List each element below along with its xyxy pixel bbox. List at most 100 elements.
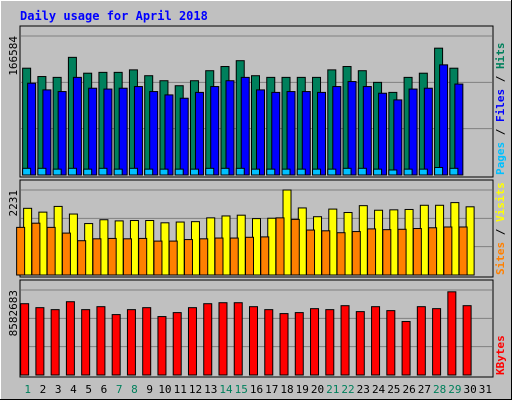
bar-files-day-21 [332, 86, 342, 176]
bar-files-day-10 [164, 94, 174, 176]
bar-kbytes-day-23 [355, 311, 365, 376]
bar-files-day-19 [301, 91, 311, 176]
bar-files-day-11 [179, 97, 189, 176]
legend-separator: / [494, 122, 507, 142]
x-tick-label: 13 [204, 383, 217, 396]
bar-files-day-27 [423, 87, 433, 176]
bar-sites-day-7 [107, 237, 117, 276]
bar-kbytes-day-11 [172, 312, 182, 376]
bar-files-day-17 [271, 91, 281, 176]
bar-sites-day-2 [31, 222, 41, 276]
bar-sites-day-27 [412, 228, 422, 276]
bar-pages-day-10 [159, 168, 169, 176]
bar-kbytes-day-5 [81, 309, 91, 376]
bar-sites-day-15 [229, 237, 239, 276]
bar-files-day-12 [194, 91, 204, 176]
bar-sites-day-5 [77, 240, 87, 276]
bar-files-day-4 [72, 76, 82, 176]
bar-sites-day-24 [367, 228, 377, 276]
bar-kbytes-day-12 [187, 307, 197, 376]
bar-sites-day-13 [199, 238, 209, 276]
max-label: 2231 [7, 190, 20, 217]
bar-sites-day-23 [351, 231, 361, 276]
bar-pages-day-21 [327, 168, 337, 176]
legend-item: Visits [494, 182, 507, 222]
bar-sites-day-4 [61, 232, 71, 276]
bar-files-day-2 [42, 89, 52, 176]
bar-pages-day-15 [235, 167, 245, 176]
panel-legend: KBytes [494, 335, 507, 375]
bar-pages-day-29 [449, 167, 459, 176]
legend-separator: / [494, 69, 507, 89]
bar-pages-day-23 [357, 167, 367, 176]
bar-kbytes-day-17 [264, 309, 274, 376]
bar-pages-day-2 [37, 167, 47, 176]
bar-sites-day-12 [183, 239, 193, 276]
x-tick-label: 2 [40, 383, 47, 396]
bar-kbytes-day-2 [35, 307, 45, 376]
legend-item: Files [494, 89, 507, 122]
x-tick-label: 10 [158, 383, 171, 396]
x-axis-labels: 1 2 3 4 5 6 7 8 9 10 11 12 13 14 15 16 17 18 19 20 21 22 23 24 2… [24, 383, 492, 396]
bar-sites-day-3 [46, 226, 56, 276]
panel-legend: Pages / Files / Hits [494, 43, 507, 176]
bar-files-day-24 [378, 92, 388, 176]
bar-files-day-29 [454, 83, 464, 176]
bar-sites-day-28 [428, 227, 438, 276]
bar-sites-day-25 [382, 229, 392, 276]
bar-files-day-16 [256, 89, 265, 176]
bar-pages-day-18 [281, 168, 291, 176]
x-tick-label: 7 [116, 383, 123, 396]
panel-middle: 2231 Sites / Visits [7, 179, 507, 278]
bar-pages-day-24 [373, 168, 383, 176]
bar-kbytes-day-6 [96, 306, 106, 376]
bar-files-day-22 [347, 81, 357, 176]
bar-kbytes-day-15 [233, 302, 243, 376]
bar-kbytes-day-7 [111, 314, 121, 376]
bar-sites-day-17 [260, 236, 270, 276]
bar-files-day-9 [149, 91, 159, 176]
bar-kbytes-day-28 [432, 308, 442, 376]
x-tick-label: 15 [235, 383, 248, 396]
bar-files-day-23 [362, 86, 372, 176]
bar-pages-day-22 [342, 167, 352, 176]
x-tick-label: 9 [146, 383, 153, 396]
bar-sites-day-21 [321, 230, 331, 276]
x-tick-label: 1 [24, 383, 31, 396]
bar-files-day-26 [408, 88, 418, 176]
bar-kbytes-day-24 [371, 306, 381, 376]
x-tick-label: 27 [418, 383, 431, 396]
x-tick-label: 3 [55, 383, 62, 396]
bar-kbytes-day-8 [126, 309, 136, 376]
bar-kbytes-day-22 [340, 305, 350, 376]
x-tick-label: 6 [101, 383, 108, 396]
bar-sites-day-11 [168, 240, 178, 276]
legend-item: KBytes [494, 335, 507, 375]
bar-pages-day-9 [144, 168, 154, 176]
legend-item: Sites [494, 242, 507, 275]
bar-sites-day-18 [275, 217, 285, 276]
bar-kbytes-day-29 [447, 291, 457, 376]
legend-item: Pages [494, 142, 507, 175]
bar-kbytes-day-4 [65, 301, 75, 376]
panel-top: 166584 Pages / Files / Hits [7, 25, 507, 178]
x-tick-label: 23 [357, 383, 370, 396]
bar-sites-day-19 [290, 218, 300, 276]
bar-pages-day-1 [22, 167, 32, 176]
bar-kbytes-day-9 [142, 307, 152, 376]
bar-pages-day-28 [434, 166, 444, 176]
bar-pages-day-12 [189, 168, 199, 176]
bar-files-day-1 [27, 82, 37, 176]
chart-title: Daily usage for April 2018 [20, 9, 208, 23]
bar-sites-day-10 [153, 240, 163, 276]
bar-files-day-25 [393, 99, 403, 176]
x-tick-label: 25 [387, 383, 400, 396]
bar-pages-day-20 [312, 168, 322, 176]
bar-kbytes-day-26 [401, 321, 411, 376]
bar-pages-day-16 [251, 168, 260, 176]
bar-files-day-15 [240, 76, 250, 176]
bar-kbytes-day-19 [294, 312, 304, 376]
x-tick-label: 17 [265, 383, 278, 396]
bar-kbytes-day-10 [157, 316, 167, 376]
bar-files-day-8 [133, 86, 143, 176]
